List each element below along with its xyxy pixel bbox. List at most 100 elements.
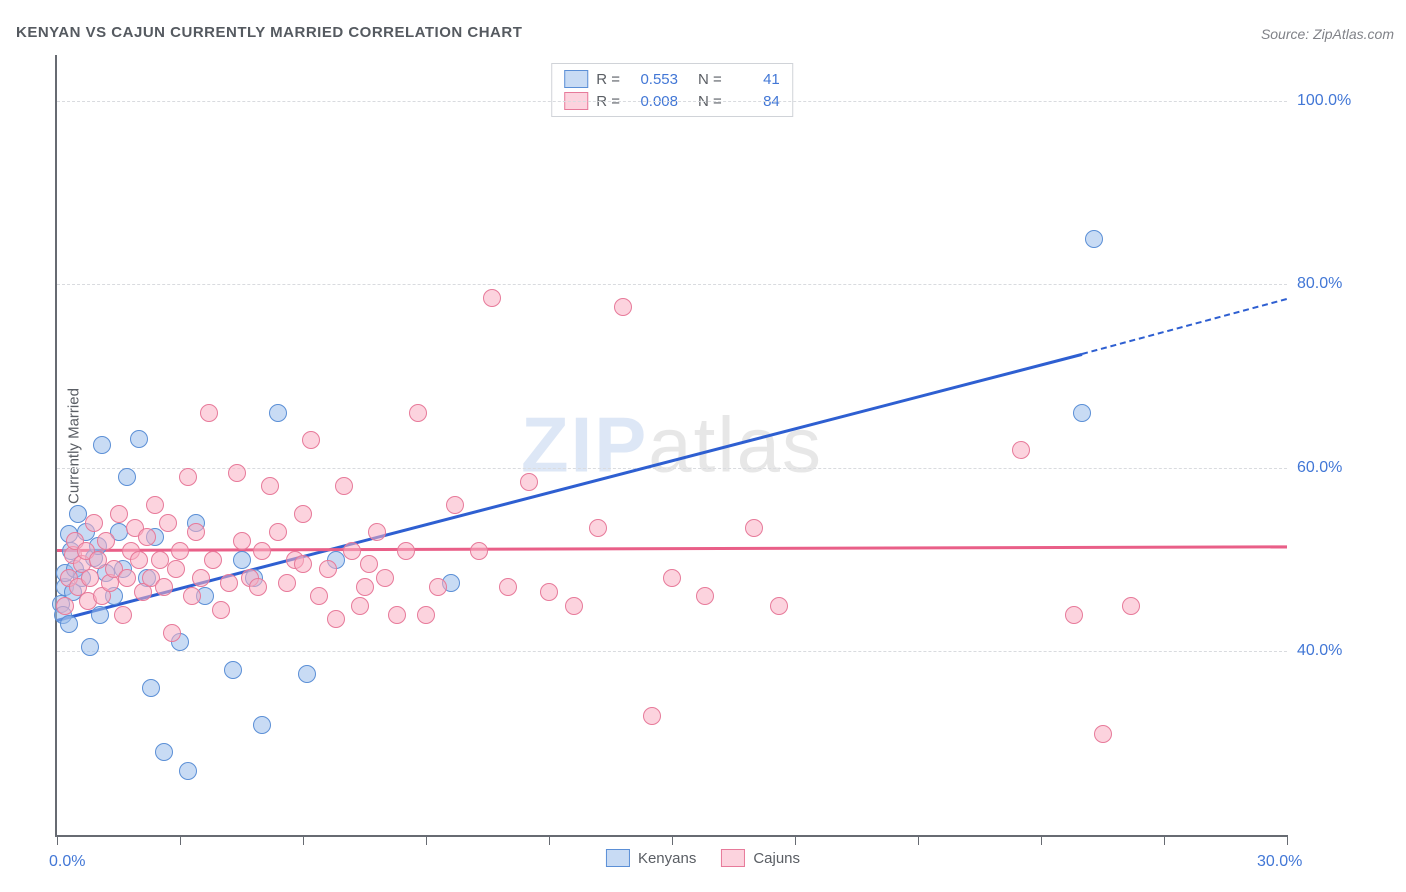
x-axis-tick — [1041, 835, 1042, 845]
legend-swatch-icon — [721, 849, 745, 867]
data-point — [269, 523, 287, 541]
data-point — [155, 743, 173, 761]
correlation-legend: R =0.553N =41R =0.008N =84 — [551, 63, 793, 117]
data-point — [138, 528, 156, 546]
data-point — [499, 578, 517, 596]
plot-area: ZIPatlas R =0.553N =41R =0.008N =84 — [55, 55, 1287, 837]
data-point — [429, 578, 447, 596]
data-point — [155, 578, 173, 596]
x-axis-tick — [57, 835, 58, 845]
data-point — [376, 569, 394, 587]
y-axis-tick-label: 40.0% — [1297, 642, 1342, 660]
data-point — [319, 560, 337, 578]
legend-row: R = 0.553 N = 41 — [564, 68, 780, 90]
x-axis-tick — [303, 835, 304, 845]
data-point — [163, 624, 181, 642]
data-point — [1065, 606, 1083, 624]
data-point — [253, 716, 271, 734]
data-point — [110, 505, 128, 523]
y-axis-tick-label: 60.0% — [1297, 459, 1342, 477]
data-point — [91, 606, 109, 624]
data-point — [142, 679, 160, 697]
data-point — [388, 606, 406, 624]
data-point — [249, 578, 267, 596]
data-point — [745, 519, 763, 537]
data-point — [183, 587, 201, 605]
data-point — [335, 477, 353, 495]
x-axis-tick-label: 30.0% — [1257, 853, 1302, 871]
source-attribution: Source: ZipAtlas.com — [1261, 26, 1394, 42]
data-point — [233, 532, 251, 550]
gridline — [57, 101, 1287, 102]
trend-line — [57, 353, 1083, 622]
legend-r-label: R = — [596, 71, 620, 88]
series-legend-item: Kenyans — [606, 849, 696, 867]
chart-container: KENYAN VS CAJUN CURRENTLY MARRIED CORREL… — [0, 0, 1406, 892]
legend-r-value: 0.553 — [628, 71, 678, 88]
data-point — [192, 569, 210, 587]
data-point — [81, 569, 99, 587]
data-point — [302, 431, 320, 449]
watermark-zip: ZIP — [521, 401, 648, 489]
data-point — [278, 574, 296, 592]
data-point — [409, 404, 427, 422]
data-point — [204, 551, 222, 569]
chart-title: KENYAN VS CAJUN CURRENTLY MARRIED CORREL… — [16, 24, 522, 41]
data-point — [151, 551, 169, 569]
data-point — [327, 610, 345, 628]
data-point — [85, 514, 103, 532]
data-point — [356, 578, 374, 596]
data-point — [97, 532, 115, 550]
data-point — [167, 560, 185, 578]
data-point — [179, 468, 197, 486]
data-point — [470, 542, 488, 560]
legend-n-value: 41 — [730, 71, 780, 88]
gridline — [57, 284, 1287, 285]
data-point — [56, 597, 74, 615]
data-point — [310, 587, 328, 605]
data-point — [89, 551, 107, 569]
data-point — [663, 569, 681, 587]
series-legend: Kenyans Cajuns — [606, 849, 800, 867]
data-point — [179, 762, 197, 780]
data-point — [253, 542, 271, 560]
data-point — [1012, 441, 1030, 459]
data-point — [417, 606, 435, 624]
series-legend-item: Cajuns — [721, 849, 800, 867]
data-point — [69, 505, 87, 523]
data-point — [397, 542, 415, 560]
data-point — [294, 505, 312, 523]
data-point — [60, 615, 78, 633]
y-axis-tick-label: 100.0% — [1297, 92, 1351, 110]
data-point — [351, 597, 369, 615]
x-axis-tick — [180, 835, 181, 845]
data-point — [1085, 230, 1103, 248]
data-point — [446, 496, 464, 514]
data-point — [187, 523, 205, 541]
x-axis-tick — [672, 835, 673, 845]
data-point — [614, 298, 632, 316]
x-axis-tick — [549, 835, 550, 845]
data-point — [1073, 404, 1091, 422]
data-point — [224, 661, 242, 679]
data-point — [770, 597, 788, 615]
data-point — [483, 289, 501, 307]
data-point — [233, 551, 251, 569]
data-point — [520, 473, 538, 491]
data-point — [343, 542, 361, 560]
data-point — [93, 436, 111, 454]
x-axis-tick — [1287, 835, 1288, 845]
data-point — [1122, 597, 1140, 615]
data-point — [643, 707, 661, 725]
data-point — [200, 404, 218, 422]
gridline — [57, 651, 1287, 652]
x-axis-tick — [1164, 835, 1165, 845]
legend-n-label: N = — [698, 71, 722, 88]
data-point — [1094, 725, 1112, 743]
x-axis-tick — [795, 835, 796, 845]
data-point — [146, 496, 164, 514]
data-point — [159, 514, 177, 532]
data-point — [540, 583, 558, 601]
data-point — [118, 468, 136, 486]
data-point — [360, 555, 378, 573]
